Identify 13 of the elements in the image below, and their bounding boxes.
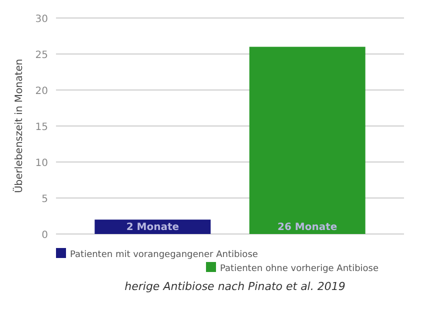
y-tick-label: 30 [35, 14, 48, 25]
y-tick-label: 20 [35, 86, 48, 97]
y-tick-label: 10 [35, 158, 48, 169]
y-tick-label: 5 [42, 194, 48, 205]
data-label: 26 Monate [278, 222, 338, 233]
data-label: 2 Monate [126, 222, 180, 233]
legend-label: Patienten mit vorangegangener Antibiose [70, 250, 258, 260]
y-axis-title: Überlebenszeit in Monaten [12, 58, 25, 194]
legend-label: Patienten ohne vorherige Antibiose [220, 264, 379, 274]
y-tick-label: 15 [35, 122, 48, 133]
y-tick-label: 0 [42, 230, 48, 241]
text: herige Antibiose nach Pinato et al. 2019 [124, 280, 346, 293]
y-tick-label: 25 [35, 50, 48, 61]
